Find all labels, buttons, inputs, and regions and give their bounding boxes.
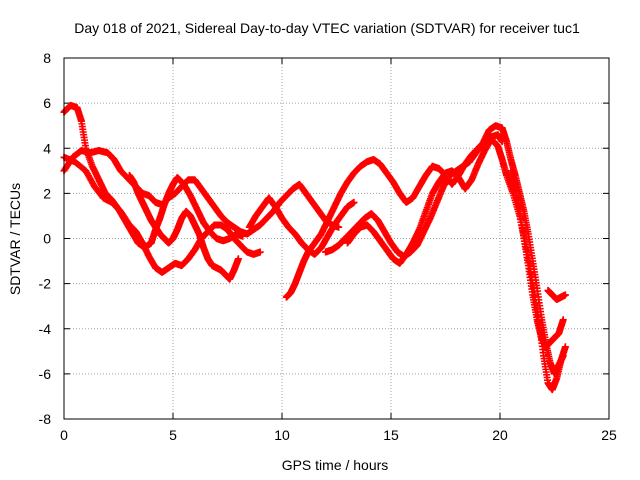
y-axis-label: SDTVAR / TECUs bbox=[7, 183, 23, 295]
x-tick-label: 15 bbox=[383, 427, 399, 443]
series-track4 bbox=[125, 171, 242, 283]
data-point-marker bbox=[234, 255, 242, 263]
data-point-marker bbox=[239, 232, 247, 240]
x-tick-label: 0 bbox=[60, 427, 68, 443]
data-point-marker bbox=[350, 198, 358, 206]
y-tick-label: 4 bbox=[43, 140, 51, 156]
x-tick-label: 25 bbox=[601, 427, 617, 443]
data-point-marker bbox=[256, 248, 264, 256]
x-tick-label: 10 bbox=[274, 427, 290, 443]
series-track10 bbox=[544, 286, 569, 303]
data-point-marker bbox=[559, 316, 567, 324]
series-track9 bbox=[507, 167, 567, 351]
data-point-marker bbox=[561, 343, 569, 351]
series-track3 bbox=[60, 101, 247, 252]
x-tick-label: 20 bbox=[492, 427, 508, 443]
y-tick-label: -2 bbox=[39, 276, 52, 292]
y-tick-label: 8 bbox=[43, 50, 51, 66]
chart-title: Day 018 of 2021, Sidereal Day-to-day VTE… bbox=[74, 20, 580, 36]
plot-frame bbox=[63, 57, 610, 420]
y-tick-label: -6 bbox=[39, 366, 52, 382]
y-tick-label: 0 bbox=[43, 231, 51, 247]
y-tick-label: -4 bbox=[39, 321, 52, 337]
data-point-marker bbox=[561, 291, 569, 299]
y-tick-label: 6 bbox=[43, 95, 51, 111]
x-axis-label: GPS time / hours bbox=[282, 457, 389, 473]
x-tick-label: 5 bbox=[169, 427, 177, 443]
series-track8 bbox=[245, 194, 358, 258]
axis-ticks: 0 5 10 15 20 25 -8 -6 -4 -2 0 2 4 6 8 bbox=[39, 50, 617, 443]
y-tick-label: -8 bbox=[39, 411, 52, 427]
series-track7 bbox=[343, 135, 569, 394]
y-tick-label: 2 bbox=[43, 185, 51, 201]
data-points bbox=[60, 101, 569, 394]
